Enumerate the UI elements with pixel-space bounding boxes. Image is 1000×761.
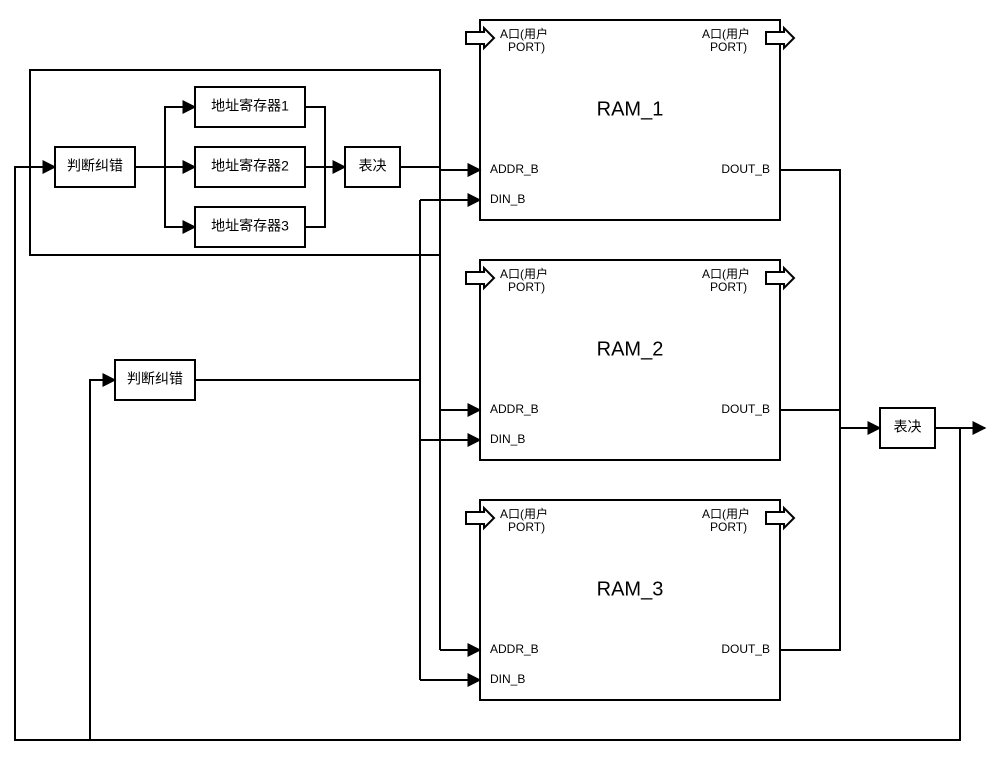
svg-text:PORT): PORT) <box>710 280 747 294</box>
svg-text:PORT): PORT) <box>508 520 545 534</box>
svg-text:RAM_3: RAM_3 <box>597 578 664 600</box>
svg-text:判断纠错: 判断纠错 <box>67 158 123 174</box>
svg-text:PORT): PORT) <box>508 40 545 54</box>
svg-text:A口(用户: A口(用户 <box>702 506 750 521</box>
svg-text:DIN_B: DIN_B <box>490 432 525 446</box>
svg-text:地址寄存器3: 地址寄存器3 <box>211 218 289 234</box>
svg-text:ADDR_B: ADDR_B <box>490 162 539 176</box>
svg-text:A口(用户: A口(用户 <box>500 266 548 281</box>
svg-text:RAM_1: RAM_1 <box>597 98 664 120</box>
svg-text:DOUT_B: DOUT_B <box>721 402 770 416</box>
svg-text:PORT): PORT) <box>710 40 747 54</box>
svg-text:PORT): PORT) <box>508 280 545 294</box>
svg-text:A口(用户: A口(用户 <box>500 506 548 521</box>
svg-text:表决: 表决 <box>894 419 922 435</box>
svg-text:判断纠错: 判断纠错 <box>127 371 183 387</box>
svg-text:ADDR_B: ADDR_B <box>490 402 539 416</box>
svg-text:DIN_B: DIN_B <box>490 672 525 686</box>
svg-text:A口(用户: A口(用户 <box>702 266 750 281</box>
svg-text:表决: 表决 <box>359 158 387 174</box>
svg-text:RAM_2: RAM_2 <box>597 338 664 360</box>
svg-text:A口(用户: A口(用户 <box>702 26 750 41</box>
svg-text:DIN_B: DIN_B <box>490 192 525 206</box>
svg-text:DOUT_B: DOUT_B <box>721 642 770 656</box>
svg-text:地址寄存器1: 地址寄存器1 <box>211 98 289 114</box>
svg-text:DOUT_B: DOUT_B <box>721 162 770 176</box>
svg-text:地址寄存器2: 地址寄存器2 <box>211 158 289 174</box>
svg-text:ADDR_B: ADDR_B <box>490 642 539 656</box>
svg-text:A口(用户: A口(用户 <box>500 26 548 41</box>
svg-text:PORT): PORT) <box>710 520 747 534</box>
